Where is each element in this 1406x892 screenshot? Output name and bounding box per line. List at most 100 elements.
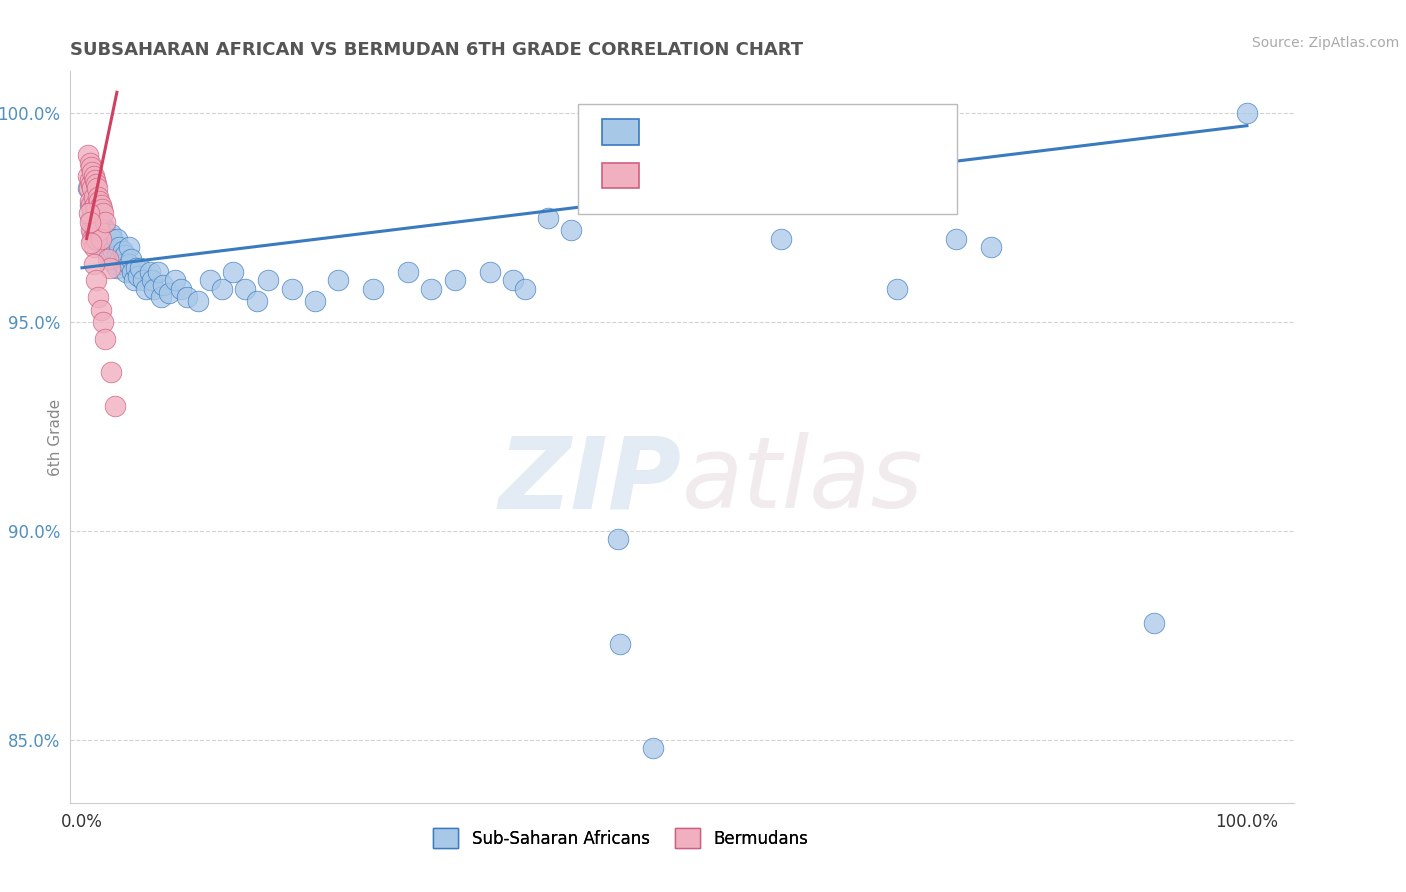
- Point: [945, 231, 967, 245]
- Point: [86, 211, 108, 225]
- Point: [117, 240, 139, 254]
- Point: [83, 257, 105, 271]
- Point: [90, 240, 112, 254]
- Point: [222, 265, 245, 279]
- Point: [152, 277, 174, 292]
- Point: [101, 231, 124, 245]
- Point: [100, 240, 122, 254]
- Point: [84, 178, 107, 192]
- Point: [84, 231, 107, 245]
- Point: [83, 190, 105, 204]
- Text: atlas: atlas: [682, 433, 924, 530]
- Point: [141, 273, 163, 287]
- Point: [83, 223, 105, 237]
- Point: [100, 365, 122, 379]
- Point: [84, 273, 107, 287]
- Point: [187, 294, 209, 309]
- Point: [97, 244, 120, 258]
- Point: [90, 202, 112, 217]
- Point: [80, 178, 103, 192]
- Point: [79, 156, 101, 170]
- Point: [537, 211, 560, 225]
- Point: [198, 273, 221, 287]
- Point: [111, 244, 134, 258]
- Point: [90, 227, 112, 242]
- Point: [129, 260, 152, 275]
- Point: [396, 265, 419, 279]
- Text: R = 0.256    N = 85: R = 0.256 N = 85: [651, 121, 827, 139]
- Point: [87, 219, 110, 233]
- Point: [257, 273, 280, 287]
- Point: [1236, 106, 1258, 120]
- Point: [103, 244, 125, 258]
- Point: [117, 257, 139, 271]
- Point: [89, 231, 111, 245]
- Point: [76, 181, 98, 195]
- Point: [100, 227, 122, 242]
- Point: [84, 202, 107, 217]
- Point: [1143, 616, 1166, 631]
- Point: [609, 637, 631, 651]
- Point: [103, 257, 125, 271]
- Point: [79, 198, 101, 212]
- Point: [131, 273, 153, 287]
- Point: [94, 223, 117, 237]
- Point: [86, 181, 108, 195]
- Point: [80, 235, 103, 250]
- Point: [98, 252, 121, 267]
- Point: [420, 282, 443, 296]
- Point: [115, 265, 138, 279]
- Point: [769, 231, 792, 245]
- Point: [86, 198, 108, 212]
- Point: [165, 273, 187, 287]
- Point: [77, 181, 100, 195]
- Point: [886, 282, 908, 296]
- Point: [82, 231, 104, 245]
- Point: [83, 198, 105, 212]
- Point: [111, 257, 134, 271]
- Point: [138, 265, 160, 279]
- Point: [83, 206, 105, 220]
- Text: Source: ZipAtlas.com: Source: ZipAtlas.com: [1251, 36, 1399, 50]
- Point: [91, 315, 114, 329]
- Point: [120, 252, 142, 267]
- Point: [103, 399, 125, 413]
- Point: [304, 294, 326, 309]
- Point: [443, 273, 465, 287]
- Point: [513, 282, 536, 296]
- Point: [502, 273, 524, 287]
- Point: [83, 190, 105, 204]
- Text: ZIP: ZIP: [499, 433, 682, 530]
- Point: [211, 282, 233, 296]
- Point: [114, 248, 136, 262]
- Point: [80, 198, 103, 212]
- FancyBboxPatch shape: [578, 104, 957, 214]
- Point: [90, 302, 112, 317]
- Bar: [602, 119, 640, 145]
- Point: [90, 231, 112, 245]
- Point: [280, 282, 302, 296]
- Point: [83, 173, 105, 187]
- Point: [127, 269, 149, 284]
- Point: [79, 194, 101, 208]
- Point: [83, 169, 105, 183]
- Point: [110, 252, 132, 267]
- Point: [105, 248, 128, 262]
- Point: [143, 282, 166, 296]
- Point: [79, 215, 101, 229]
- Point: [80, 223, 103, 237]
- Point: [98, 260, 121, 275]
- Point: [150, 290, 173, 304]
- Y-axis label: 6th Grade: 6th Grade: [48, 399, 63, 475]
- Point: [94, 240, 117, 254]
- Point: [121, 265, 143, 279]
- Point: [176, 290, 198, 304]
- Point: [478, 265, 501, 279]
- Text: R = 0.298    N = 51: R = 0.298 N = 51: [651, 165, 827, 183]
- Point: [124, 260, 146, 275]
- Point: [84, 215, 107, 229]
- Point: [91, 219, 114, 233]
- Point: [361, 282, 384, 296]
- Point: [82, 202, 104, 217]
- Point: [87, 223, 110, 237]
